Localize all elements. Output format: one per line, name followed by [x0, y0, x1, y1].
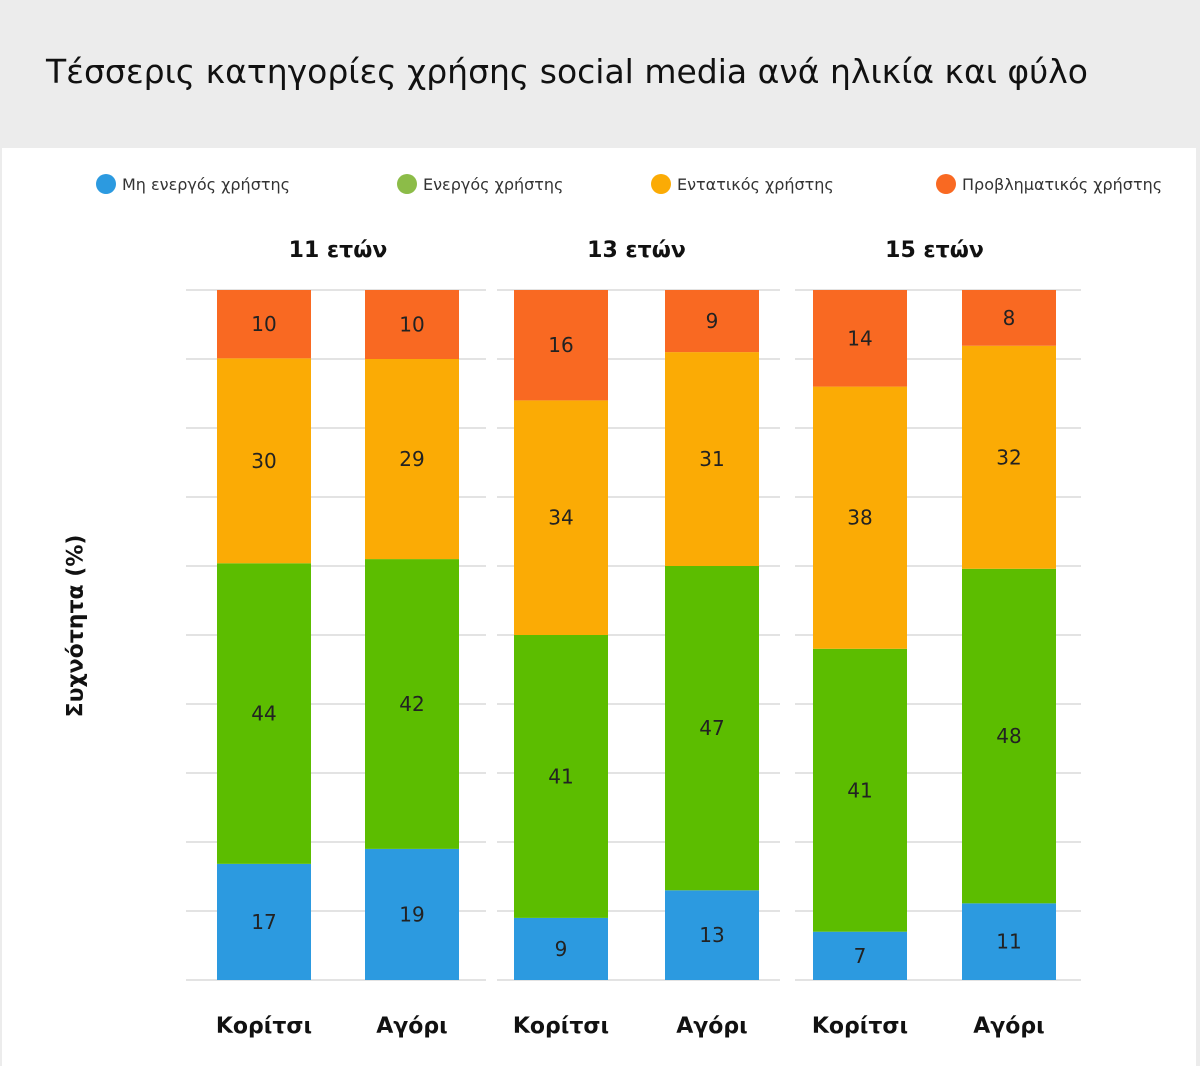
bar-6-segment-2	[962, 568, 1056, 904]
legend-label-problematic: Προβληματικός χρήστης	[962, 174, 1163, 194]
data-label-4-3: 31	[699, 447, 724, 471]
x-tick-label-4: Αγόρι	[676, 1014, 747, 1039]
data-label-2-1: 19	[399, 902, 424, 926]
bar-3-segment-1	[514, 917, 608, 980]
legend-item-inactive: Μη ενεργός χρήστης	[96, 173, 290, 195]
legend: Μη ενεργός χρήστης Ενεργός χρήστης Εντατ…	[0, 0, 1200, 194]
data-label-6-2: 48	[996, 724, 1021, 748]
data-label-5-3: 38	[847, 506, 872, 530]
bar-2-segment-1	[365, 848, 459, 980]
data-label-6-1: 11	[996, 930, 1021, 954]
data-label-1-3: 30	[251, 449, 276, 473]
bar-4-segment-4	[665, 290, 759, 353]
data-label-6-3: 32	[996, 445, 1021, 469]
bar-3-segment-3	[514, 400, 608, 635]
data-label-5-4: 14	[847, 326, 872, 350]
bar-5-segment-4	[813, 290, 907, 387]
legend-label-inactive: Μη ενεργός χρήστης	[122, 174, 290, 194]
x-tick-label-1: Κορίτσι	[216, 1014, 312, 1039]
bar-6-segment-1	[962, 903, 1056, 980]
data-label-6-4: 8	[1003, 306, 1016, 330]
x-tick-label-3: Κορίτσι	[513, 1014, 609, 1039]
group-title-3: 15 ετών	[885, 238, 984, 263]
bar-5-segment-1	[813, 931, 907, 980]
data-label-4-4: 9	[706, 309, 719, 333]
bar-1-segment-4	[217, 290, 311, 359]
data-label-1-2: 44	[251, 702, 276, 726]
group-title-2: 13 ετών	[587, 238, 686, 263]
bar-6-segment-3	[962, 345, 1056, 569]
bar-1-segment-1	[217, 863, 311, 980]
data-label-3-4: 16	[548, 333, 573, 357]
data-label-3-3: 34	[548, 506, 573, 530]
bar-6-segment-4	[962, 290, 1056, 346]
data-label-4-1: 13	[699, 923, 724, 947]
group-title-1: 11 ετών	[289, 238, 388, 263]
legend-dot-active	[397, 174, 417, 194]
data-label-2-3: 29	[399, 447, 424, 471]
legend-item-active: Ενεργός χρήστης	[397, 173, 563, 195]
bar-4-segment-1	[665, 890, 759, 980]
legend-item-intensive: Εντατικός χρήστης	[651, 173, 834, 195]
bar-3-segment-2	[514, 635, 608, 918]
data-label-5-1: 7	[854, 944, 867, 968]
bar-1-segment-3	[217, 358, 311, 564]
legend-item-problematic: Προβληματικός χρήστης	[936, 173, 1162, 195]
bar-5-segment-3	[813, 386, 907, 649]
x-tick-label-6: Αγόρι	[973, 1014, 1044, 1039]
bar-2-segment-4	[365, 290, 459, 359]
legend-dot-intensive	[651, 174, 671, 194]
legend-dot-problematic	[936, 174, 956, 194]
data-label-3-2: 41	[548, 764, 573, 788]
legend-label-intensive: Εντατικός χρήστης	[677, 174, 834, 194]
chart-title: Τέσσερις κατηγορίες χρήσης social media …	[46, 52, 1088, 91]
bar-4-segment-3	[665, 352, 759, 566]
bar-1-segment-2	[217, 563, 311, 864]
data-label-5-2: 41	[847, 778, 872, 802]
data-label-1-4: 10	[251, 312, 276, 336]
bar-2-segment-3	[365, 359, 459, 560]
x-tick-label-5: Κορίτσι	[812, 1014, 908, 1039]
bar-2-segment-2	[365, 559, 459, 849]
bar-3-segment-4	[514, 290, 608, 401]
data-label-4-2: 47	[699, 716, 724, 740]
bar-5-segment-2	[813, 648, 907, 932]
data-label-2-4: 10	[399, 313, 424, 337]
data-label-1-1: 17	[251, 910, 276, 934]
legend-label-active: Ενεργός χρήστης	[423, 174, 564, 194]
bar-4-segment-2	[665, 566, 759, 891]
legend-dot-inactive	[96, 174, 116, 194]
x-tick-label-2: Αγόρι	[376, 1014, 447, 1039]
data-label-2-2: 42	[399, 692, 424, 716]
data-label-3-1: 9	[555, 937, 568, 961]
